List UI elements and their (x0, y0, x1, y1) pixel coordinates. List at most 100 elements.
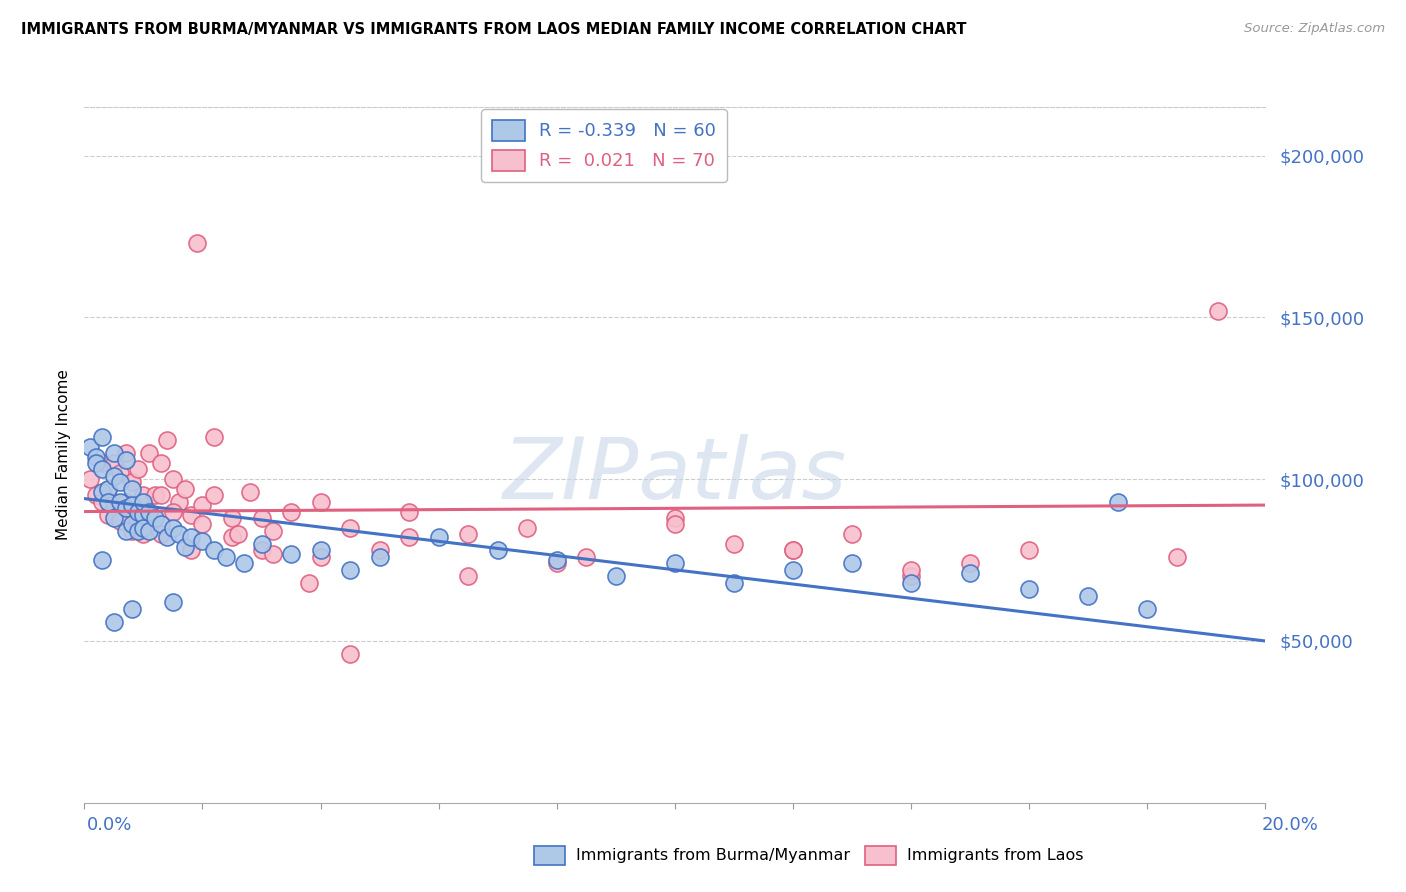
Point (226, 527, 249, 541)
Point (180, 531, 202, 545)
Point (103, 456, 125, 470)
Point (221, 511, 243, 525)
Point (180, 508, 202, 522)
Point (150, 488, 173, 502)
Point (132, 488, 155, 502)
Point (215, 549, 238, 564)
Point (191, 533, 214, 548)
Point (79, 472, 101, 486)
Point (339, 521, 361, 535)
Point (900, 569, 922, 583)
Point (959, 566, 981, 580)
Point (1206, 304, 1229, 318)
Point (841, 527, 863, 541)
Text: Immigrants from Laos: Immigrants from Laos (907, 848, 1084, 863)
Point (516, 521, 538, 535)
Point (546, 557, 568, 571)
Point (138, 511, 160, 525)
Point (575, 549, 598, 564)
Point (398, 531, 420, 545)
Point (262, 524, 284, 538)
Point (121, 475, 143, 490)
Point (250, 537, 273, 551)
Point (309, 543, 332, 558)
Point (368, 543, 391, 558)
Point (191, 498, 214, 512)
Point (368, 549, 391, 564)
Point (97, 508, 120, 522)
Point (191, 517, 214, 532)
Point (239, 485, 262, 500)
Point (97, 495, 120, 509)
Point (79, 440, 101, 454)
Point (150, 456, 173, 470)
Point (339, 647, 361, 661)
Point (723, 537, 745, 551)
Point (280, 504, 302, 518)
Point (186, 235, 208, 250)
Text: Source: ZipAtlas.com: Source: ZipAtlas.com (1244, 22, 1385, 36)
Point (132, 508, 155, 522)
Point (156, 434, 179, 448)
Point (1136, 601, 1159, 615)
Point (114, 452, 136, 467)
Point (427, 531, 450, 545)
Point (114, 524, 136, 538)
Point (127, 514, 149, 528)
Point (202, 543, 225, 558)
Point (138, 446, 160, 460)
Point (250, 543, 273, 558)
Point (91, 430, 114, 444)
Point (114, 501, 136, 516)
Point (121, 498, 143, 512)
Point (1166, 549, 1188, 564)
Point (114, 446, 136, 460)
Point (232, 557, 254, 571)
Point (91, 462, 114, 476)
Point (143, 511, 166, 525)
Point (103, 615, 125, 629)
Point (108, 466, 131, 480)
Text: Immigrants from Burma/Myanmar: Immigrants from Burma/Myanmar (576, 848, 851, 863)
Point (605, 569, 627, 583)
Point (221, 531, 243, 545)
Point (127, 462, 149, 476)
Point (150, 527, 173, 541)
Point (91, 495, 114, 509)
Point (91, 553, 114, 567)
Point (97, 482, 120, 496)
Point (132, 521, 155, 535)
Point (900, 563, 922, 577)
Point (457, 569, 479, 583)
Point (103, 446, 125, 460)
Point (457, 527, 479, 541)
Point (156, 531, 179, 545)
Point (121, 482, 143, 496)
Point (664, 557, 686, 571)
Point (782, 563, 804, 577)
Point (108, 475, 131, 490)
Point (91, 456, 114, 470)
Legend: R = -0.339   N = 60, R =  0.021   N = 70: R = -0.339 N = 60, R = 0.021 N = 70 (481, 109, 727, 181)
Text: IMMIGRANTS FROM BURMA/MYANMAR VS IMMIGRANTS FROM LAOS MEDIAN FAMILY INCOME CORRE: IMMIGRANTS FROM BURMA/MYANMAR VS IMMIGRA… (21, 22, 966, 37)
Point (162, 521, 184, 535)
Point (127, 524, 149, 538)
Point (91, 485, 114, 500)
Point (486, 543, 509, 558)
Point (138, 504, 160, 518)
Point (298, 575, 321, 590)
Y-axis label: Median Family Income: Median Family Income (56, 369, 72, 541)
Point (121, 601, 143, 615)
Point (103, 511, 125, 525)
Point (1077, 589, 1099, 603)
Point (132, 527, 155, 541)
Point (108, 514, 131, 528)
Text: 20.0%: 20.0% (1263, 816, 1319, 834)
Point (173, 540, 195, 554)
Point (339, 563, 361, 577)
Point (173, 482, 195, 496)
Point (309, 495, 332, 509)
Point (84, 456, 107, 470)
Point (309, 549, 332, 564)
Point (108, 495, 131, 509)
